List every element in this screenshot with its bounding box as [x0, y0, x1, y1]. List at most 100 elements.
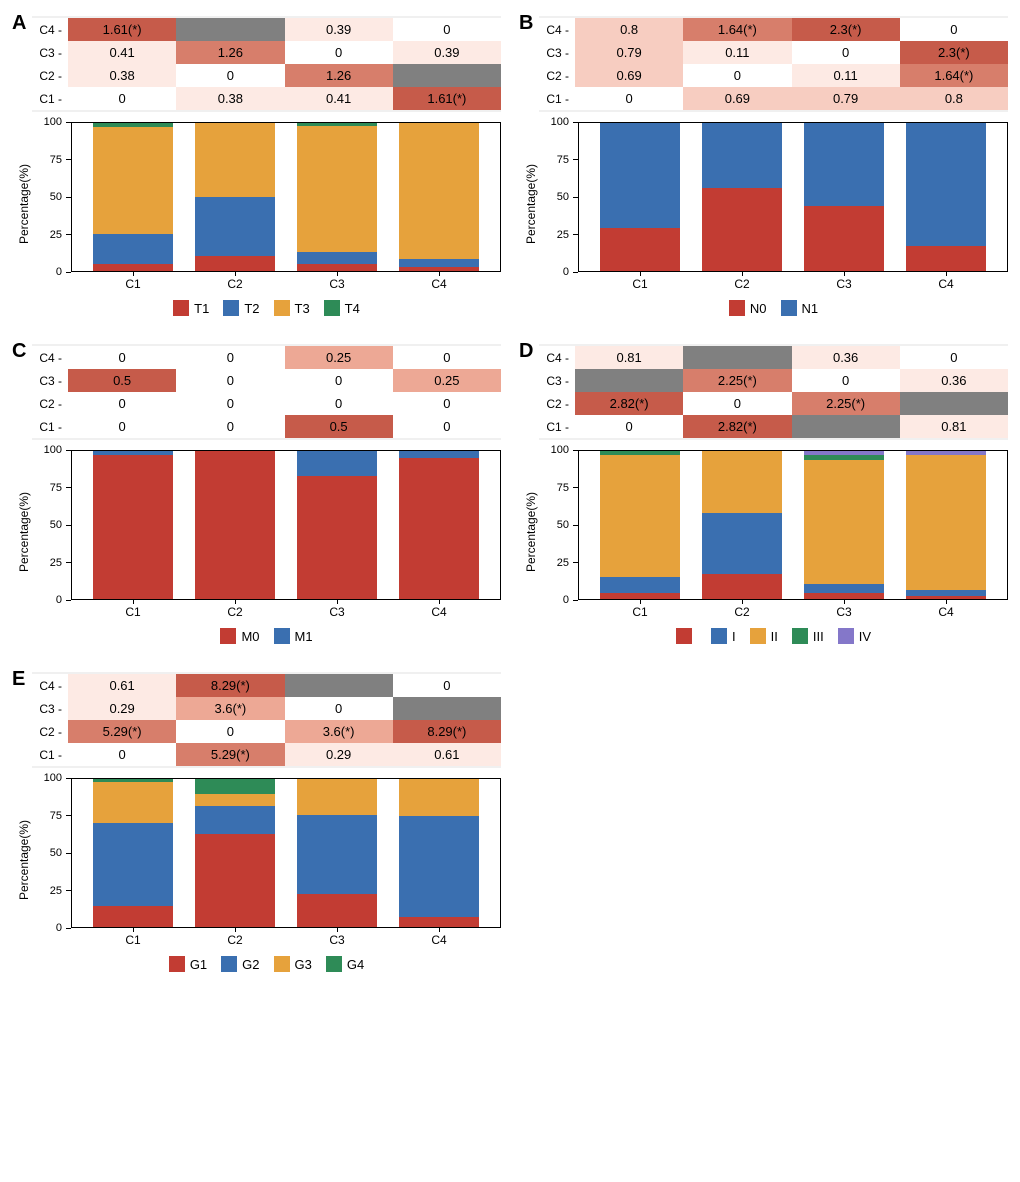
heatmap: C4 -0.618.29(*)0C3 -0.293.6(*)0C2 -5.29(… — [32, 672, 501, 768]
panel-label: E — [12, 668, 25, 691]
y-axis-label: Percentage(%) — [17, 492, 31, 572]
heatmap-cell — [900, 392, 1008, 415]
heatmap-cell: 1.64(*) — [683, 18, 791, 41]
panel-C: CC4 -000.250C3 -0.5000.25C2 -0000C1 -000… — [12, 340, 501, 644]
bar-segment — [399, 123, 479, 259]
heatmap-cell: 0.8 — [900, 87, 1008, 110]
x-tick-label: C1 — [632, 605, 647, 619]
bar — [93, 451, 173, 599]
heatmap-cell — [792, 415, 900, 438]
heatmap-cell — [285, 674, 393, 697]
heatmap-cell: 0.11 — [683, 41, 791, 64]
legend-item — [676, 628, 697, 644]
legend-swatch — [173, 300, 189, 316]
heatmap-row-label: C1 - — [539, 87, 575, 110]
legend-item: G1 — [169, 956, 207, 972]
heatmap-cell — [176, 18, 284, 41]
bar-segment — [93, 127, 173, 234]
legend-swatch — [220, 628, 236, 644]
heatmap-cell: 1.26 — [285, 64, 393, 87]
x-tick-label: C4 — [431, 933, 446, 947]
bar — [297, 123, 377, 271]
legend-label: IV — [859, 629, 871, 644]
bar-segment — [906, 123, 986, 246]
bar-segment — [297, 126, 377, 252]
legend-item: III — [792, 628, 824, 644]
panel-A: AC4 -1.61(*)0.390C3 -0.411.2600.39C2 -0.… — [12, 12, 501, 316]
stacked-bar-chart: Percentage(%)0255075100C1C2C3C4 — [539, 450, 1008, 600]
heatmap-cell: 0.36 — [900, 369, 1008, 392]
bar — [804, 451, 884, 599]
y-tick: 75 — [50, 154, 71, 166]
bar — [399, 123, 479, 271]
bar-segment — [297, 894, 377, 927]
heatmap-row-label: C3 - — [32, 697, 68, 720]
legend-swatch — [838, 628, 854, 644]
legend-item: G3 — [274, 956, 312, 972]
y-tick: 50 — [50, 847, 71, 859]
bar-segment — [93, 455, 173, 599]
bar-segment — [297, 476, 377, 599]
legend-item: G2 — [221, 956, 259, 972]
bar-segment — [399, 259, 479, 266]
bar-segment — [804, 123, 884, 206]
heatmap-cell: 0.36 — [792, 346, 900, 369]
heatmap-cell: 0.79 — [575, 41, 683, 64]
bar — [702, 123, 782, 271]
y-tick: 75 — [50, 810, 71, 822]
legend: M0M1 — [32, 628, 501, 644]
heatmap-cell: 0 — [176, 392, 284, 415]
legend-item: M0 — [220, 628, 259, 644]
bar-segment — [195, 451, 275, 599]
legend-swatch — [324, 300, 340, 316]
y-tick: 100 — [551, 116, 578, 128]
heatmap-row-label: C1 - — [32, 743, 68, 766]
bar-segment — [399, 917, 479, 927]
bar-segment — [297, 779, 377, 815]
bar-segment — [399, 779, 479, 816]
heatmap-cell: 0 — [176, 415, 284, 438]
y-tick: 100 — [44, 444, 71, 456]
heatmap-cell: 1.61(*) — [68, 18, 176, 41]
heatmap-cell: 3.6(*) — [285, 720, 393, 743]
bar — [906, 451, 986, 599]
bar — [702, 451, 782, 599]
bar-segment — [195, 123, 275, 197]
panel-D: DC4 -0.810.360C3 -2.25(*)00.36C2 -2.82(*… — [519, 340, 1008, 644]
legend-label: G1 — [190, 957, 207, 972]
legend-label: III — [813, 629, 824, 644]
bar-segment — [195, 806, 275, 834]
bar — [93, 123, 173, 271]
y-tick: 0 — [56, 594, 71, 606]
heatmap-cell — [393, 697, 501, 720]
heatmap-cell: 0.29 — [68, 697, 176, 720]
heatmap-cell: 0.39 — [285, 18, 393, 41]
x-tick-label: C1 — [632, 277, 647, 291]
x-tick-label: C3 — [329, 933, 344, 947]
heatmap-cell: 2.3(*) — [792, 18, 900, 41]
heatmap-cell: 0 — [683, 392, 791, 415]
heatmap-row-label: C2 - — [32, 64, 68, 87]
bar — [600, 123, 680, 271]
heatmap-cell: 2.3(*) — [900, 41, 1008, 64]
legend-label: II — [771, 629, 778, 644]
heatmap-row-label: C3 - — [32, 369, 68, 392]
heatmap-cell: 0 — [68, 743, 176, 766]
heatmap-cell: 3.6(*) — [176, 697, 284, 720]
bar — [195, 451, 275, 599]
legend-item: G4 — [326, 956, 364, 972]
x-tick-label: C3 — [836, 605, 851, 619]
y-tick: 25 — [50, 557, 71, 569]
stacked-bar-chart: Percentage(%)0255075100C1C2C3C4 — [32, 450, 501, 600]
y-tick: 0 — [56, 266, 71, 278]
bar-segment — [93, 782, 173, 823]
bar — [906, 123, 986, 271]
heatmap-row-label: C2 - — [539, 392, 575, 415]
bar-segment — [702, 188, 782, 271]
legend-label: G4 — [347, 957, 364, 972]
heatmap-cell: 0.25 — [285, 346, 393, 369]
bar-segment — [600, 577, 680, 593]
bar-segment — [93, 823, 173, 906]
y-tick: 50 — [557, 519, 578, 531]
bar — [804, 123, 884, 271]
